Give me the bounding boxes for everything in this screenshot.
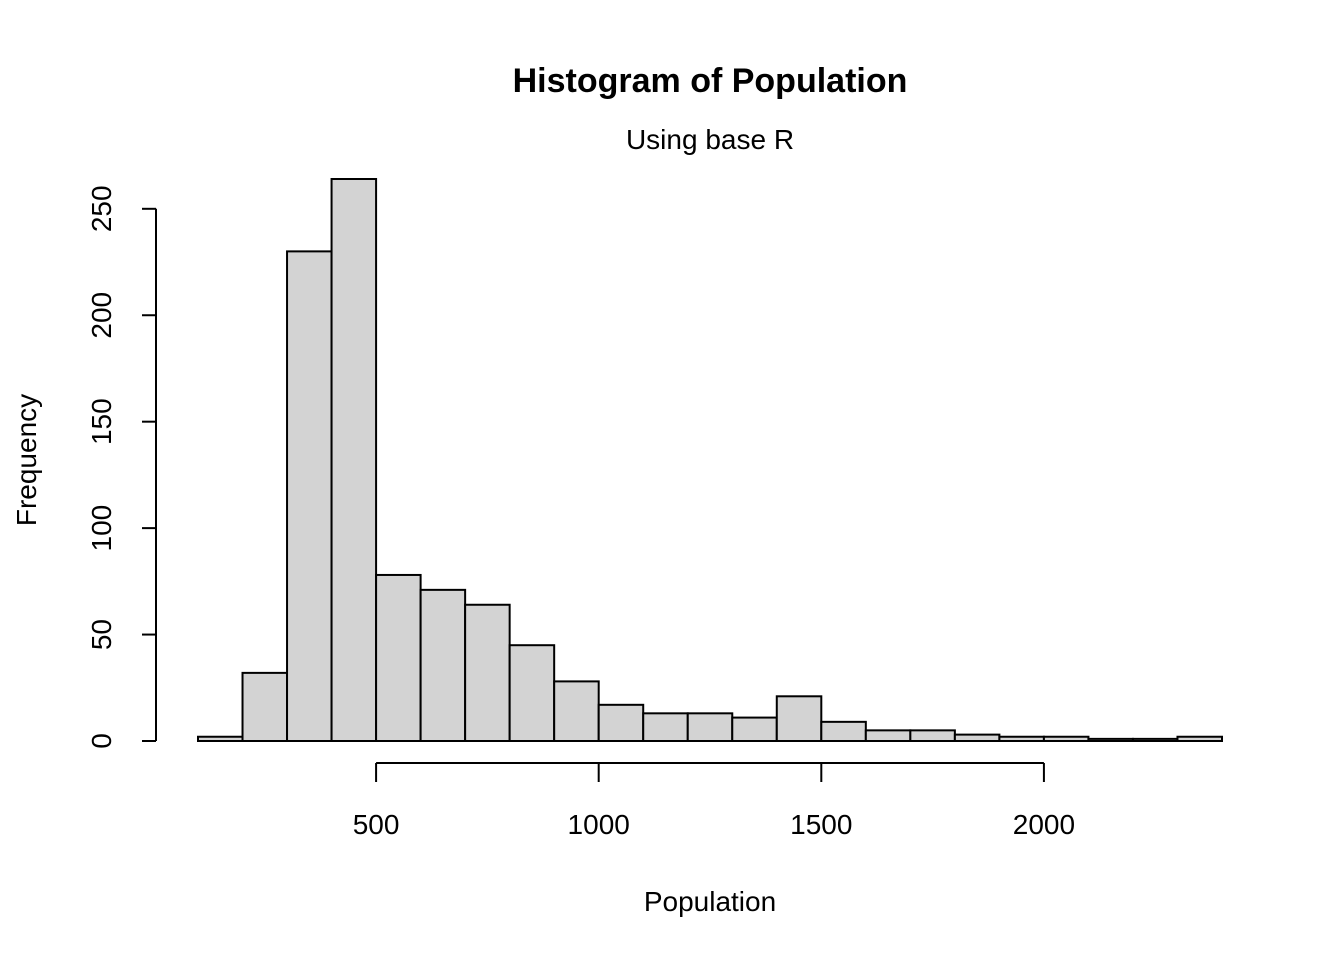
y-tick-label: 250 (86, 185, 117, 232)
histogram-bar (1044, 737, 1089, 741)
y-tick-label: 200 (86, 292, 117, 339)
histogram-bar (777, 696, 822, 741)
x-tick-label: 500 (353, 809, 400, 840)
histogram-bar (910, 730, 955, 741)
y-tick-label: 50 (86, 619, 117, 650)
histogram-bar (866, 730, 911, 741)
x-axis: 500 1000 1500 2000 (353, 763, 1075, 840)
histogram-bar (1177, 737, 1222, 741)
y-axis: 0 50 100 150 200 250 (86, 185, 156, 748)
histogram-bar (1133, 739, 1178, 741)
histogram-bar (732, 718, 777, 741)
x-tick-label: 1500 (790, 809, 852, 840)
histogram-bar (243, 673, 288, 741)
histogram-bar (421, 590, 466, 741)
bars-group (198, 179, 1222, 741)
histogram-bar (554, 681, 599, 741)
x-tick-label: 1000 (568, 809, 630, 840)
histogram-bar (376, 575, 421, 741)
histogram-bar (643, 713, 688, 741)
histogram-bar (1088, 739, 1133, 741)
histogram-bar (688, 713, 733, 741)
histogram-bar (821, 722, 866, 741)
histogram-bar (287, 251, 332, 741)
histogram-bar (332, 179, 377, 741)
x-axis-label: Population (644, 886, 776, 917)
y-tick-label: 0 (86, 733, 117, 749)
x-tick-label: 2000 (1013, 809, 1075, 840)
histogram-bar (955, 735, 1000, 741)
y-axis-label: Frequency (11, 394, 42, 526)
histogram-bar (510, 645, 555, 741)
histogram-bar (599, 705, 644, 741)
y-tick-label: 150 (86, 398, 117, 445)
histogram-bar (999, 737, 1044, 741)
histogram-bar (465, 605, 510, 741)
chart-title: Histogram of Population (513, 62, 908, 100)
histogram-bar (198, 737, 243, 741)
y-tick-label: 100 (86, 505, 117, 552)
chart-subtitle: Using base R (626, 124, 794, 155)
